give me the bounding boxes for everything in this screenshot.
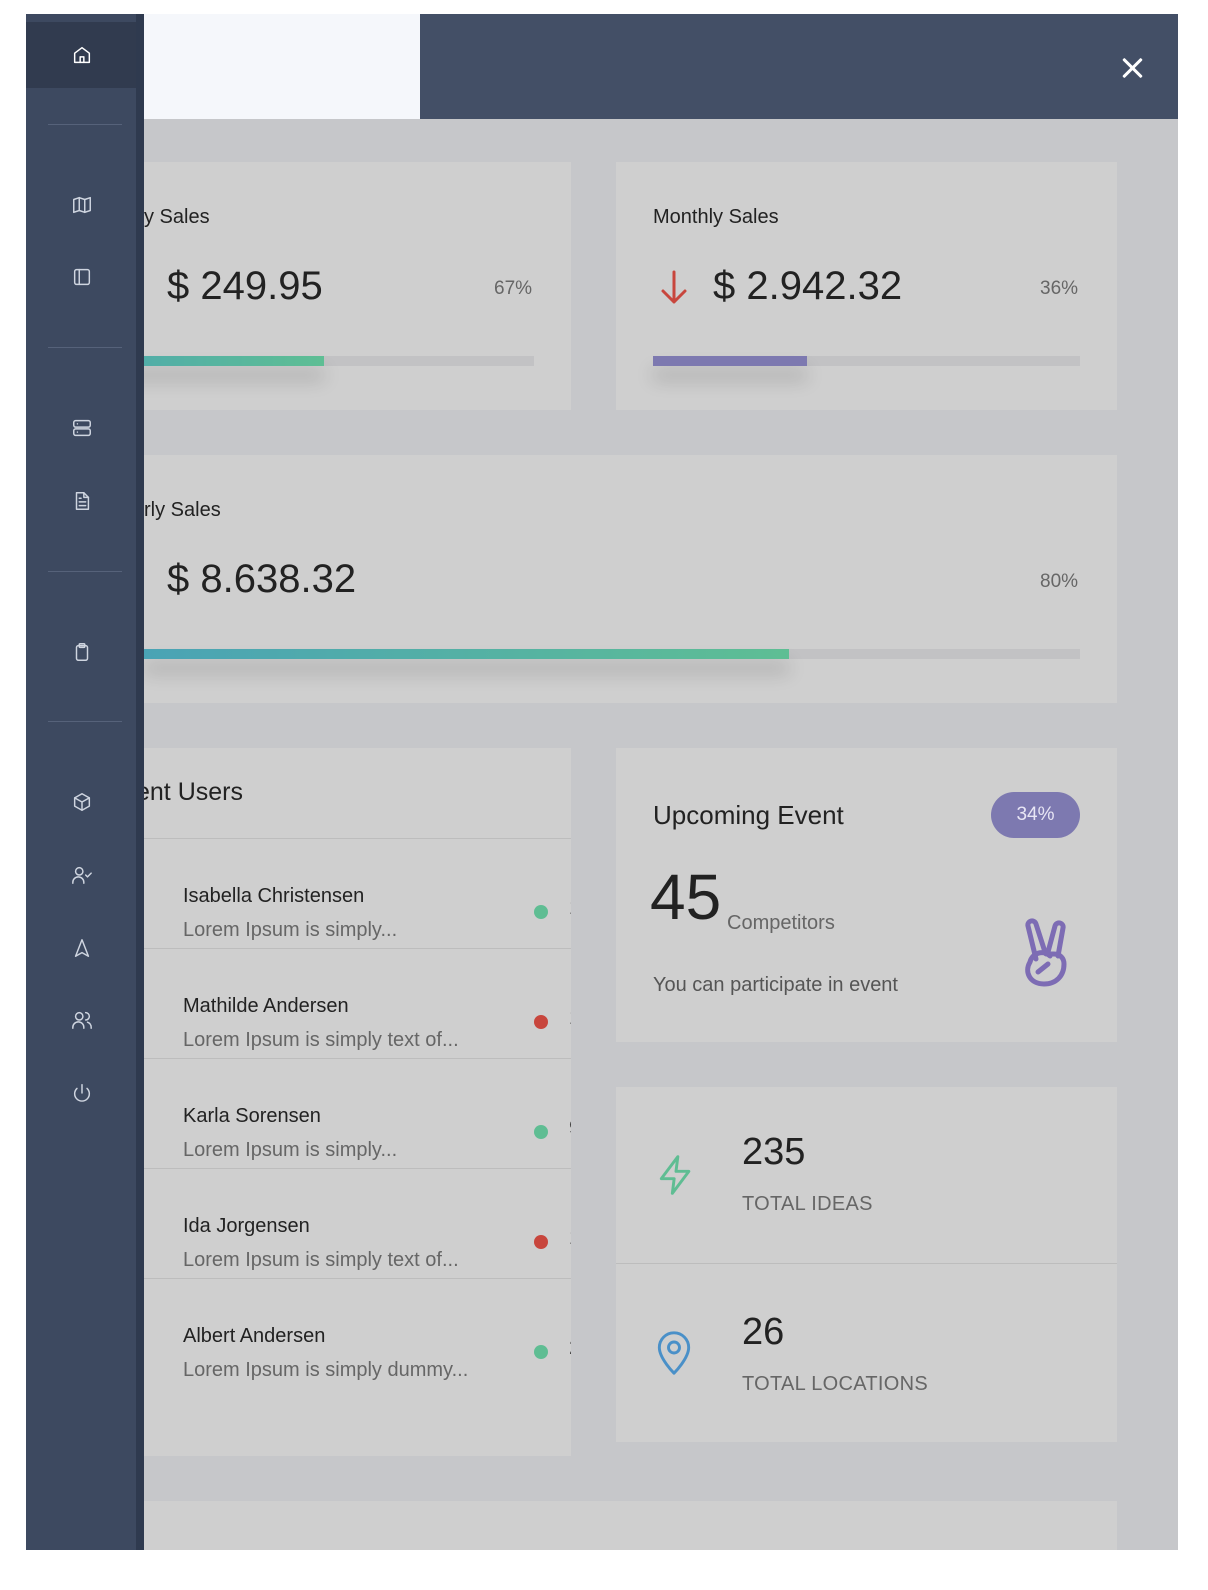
- user-message: Lorem Ipsum is simply text of...: [183, 1249, 459, 1271]
- sidebar-divider: [48, 347, 122, 348]
- status-dot: [534, 1015, 548, 1029]
- map-icon[interactable]: [70, 193, 94, 217]
- sales-percent: 67%: [494, 278, 533, 299]
- status-dot: [534, 905, 548, 919]
- stat-value: 235: [742, 1131, 806, 1173]
- user-check-icon[interactable]: [70, 863, 94, 887]
- stat-label: TOTAL LOCATIONS: [742, 1373, 929, 1395]
- sales-percent: 36%: [1040, 278, 1079, 299]
- user-name: Mathilde Andersen: [183, 995, 349, 1017]
- stats-card: 235 TOTAL IDEAS 26 TOTAL LOCATIONS: [616, 1087, 1117, 1442]
- sales-value: $ 249.95: [167, 264, 323, 308]
- message-count: 1: [569, 1227, 571, 1250]
- message-count: 2: [569, 1337, 571, 1360]
- progress-track: [144, 649, 1080, 659]
- user-name: Karla Sorensen: [183, 1105, 321, 1127]
- message-count: 1: [569, 897, 571, 920]
- app-window: y Sales $ 249.95 67% Monthly Sales $ 2.9…: [26, 14, 1178, 1550]
- competitor-label: Competitors: [727, 912, 835, 934]
- card-title: rly Sales: [144, 499, 221, 521]
- home-icon[interactable]: [70, 43, 94, 67]
- lightning-icon: [654, 1153, 698, 1197]
- sidebar-divider: [48, 721, 122, 722]
- competitor-count: 45: [650, 861, 722, 933]
- arrow-down-icon: [658, 268, 690, 308]
- message-count: 1: [569, 1007, 571, 1030]
- event-badge: 34%: [991, 792, 1080, 838]
- sales-value: $ 2.942.32: [713, 264, 903, 308]
- progress-fill: [144, 356, 324, 366]
- navigation-icon[interactable]: [70, 936, 94, 960]
- card-title: y Sales: [144, 206, 210, 228]
- user-message: Lorem Ipsum is simply text of...: [183, 1029, 459, 1051]
- clipboard-icon[interactable]: [70, 640, 94, 664]
- server-icon[interactable]: [70, 416, 94, 440]
- header-logo-area: [144, 14, 420, 119]
- card-title: Monthly Sales: [653, 206, 779, 228]
- monthly-sales-card: Monthly Sales $ 2.942.32 36%: [616, 162, 1117, 410]
- status-dot: [534, 1345, 548, 1359]
- users-icon[interactable]: [70, 1008, 94, 1032]
- list-item[interactable]: Karla Sorensen Lorem Ipsum is simply... 9: [144, 1058, 571, 1168]
- progress-track: [144, 356, 534, 366]
- sidebar-panel-icon[interactable]: [70, 265, 94, 289]
- sales-percent: 80%: [1040, 571, 1079, 592]
- stat-value: 26: [742, 1311, 785, 1353]
- status-dot: [534, 1235, 548, 1249]
- next-card: [144, 1501, 1117, 1550]
- sidebar-divider: [48, 571, 122, 572]
- stat-label: TOTAL IDEAS: [742, 1193, 873, 1215]
- upcoming-event-card: Upcoming Event 34% 45 Competitors You ca…: [616, 748, 1117, 1042]
- top-header: [26, 14, 1178, 119]
- sidebar-item-home[interactable]: [26, 22, 136, 88]
- sales-value: $ 8.638.32: [167, 557, 357, 601]
- location-pin-icon: [652, 1329, 696, 1377]
- sidebar-edge: [136, 14, 144, 1550]
- user-name: Albert Andersen: [183, 1325, 326, 1347]
- user-message: Lorem Ipsum is simply...: [183, 919, 398, 941]
- event-description: You can participate in event: [653, 974, 898, 996]
- list-item[interactable]: Isabella Christensen Lorem Ipsum is simpl…: [144, 838, 571, 948]
- user-name: Ida Jorgensen: [183, 1215, 310, 1237]
- close-icon[interactable]: [1116, 52, 1148, 84]
- card-title: ent Users: [144, 778, 243, 806]
- weekly-sales-card: y Sales $ 249.95 67%: [144, 162, 571, 410]
- user-name: Isabella Christensen: [183, 885, 365, 907]
- peace-hand-icon: [1016, 914, 1076, 994]
- stat-row: 235 TOTAL IDEAS: [616, 1087, 1117, 1264]
- sidebar: [26, 14, 144, 1550]
- message-count: 9: [569, 1117, 571, 1140]
- status-dot: [534, 1125, 548, 1139]
- event-title: Upcoming Event: [653, 800, 844, 830]
- list-item[interactable]: Mathilde Andersen Lorem Ipsum is simply t…: [144, 948, 571, 1058]
- box-icon[interactable]: [70, 790, 94, 814]
- progress-track: [653, 356, 1080, 366]
- recent-users-card: ent Users Isabella Christensen Lorem Ipsu…: [144, 748, 571, 1456]
- document-icon[interactable]: [70, 489, 94, 513]
- yearly-sales-card: rly Sales $ 8.638.32 80%: [144, 455, 1117, 703]
- list-item[interactable]: Ida Jorgensen Lorem Ipsum is simply text …: [144, 1168, 571, 1278]
- progress-fill: [653, 356, 807, 366]
- progress-fill: [144, 649, 789, 659]
- user-message: Lorem Ipsum is simply...: [183, 1139, 398, 1161]
- list-item[interactable]: Albert Andersen Lorem Ipsum is simply dum…: [144, 1278, 571, 1388]
- user-message: Lorem Ipsum is simply dummy...: [183, 1359, 469, 1381]
- stat-row: 26 TOTAL LOCATIONS: [616, 1265, 1117, 1442]
- power-icon[interactable]: [70, 1081, 94, 1105]
- sidebar-divider: [48, 124, 122, 125]
